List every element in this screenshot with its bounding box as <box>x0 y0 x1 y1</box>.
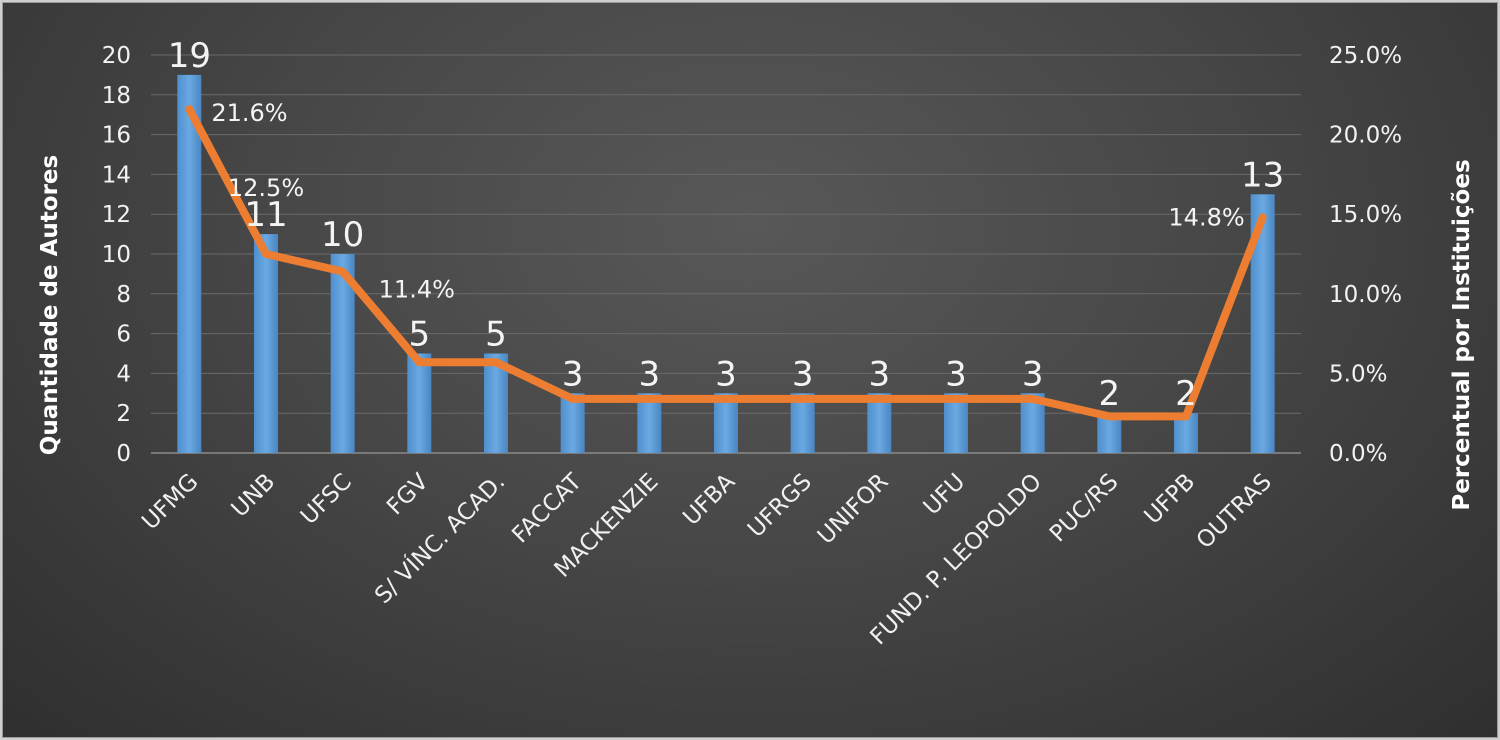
bar <box>560 393 585 453</box>
x-tick-label: S/ VÍNC. ACAD. <box>369 467 511 609</box>
x-tick-label: UFPB <box>1140 469 1201 530</box>
bar-data-label: 3 <box>869 354 891 394</box>
y-tick-label-left: 6 <box>116 322 131 348</box>
bar-data-label: 3 <box>715 354 737 394</box>
bar-data-label: 10 <box>321 215 364 255</box>
percentage-line <box>185 105 1267 421</box>
bar-data-label: 11 <box>244 195 287 235</box>
x-tick-label: UNIFOR <box>813 469 894 550</box>
bar-data-label: 19 <box>168 36 211 76</box>
bar <box>714 393 738 453</box>
bar-data-label: 3 <box>562 354 584 394</box>
bar-series <box>177 74 1275 454</box>
bar <box>407 353 432 453</box>
data-labels: 19 11 10 5 5 3 3 3 3 3 3 3 2 2 13 21.6% 12.5% 11.4% 14.8% <box>168 36 1285 414</box>
x-tick-label: UFBA <box>678 469 740 531</box>
y-tick-label-right: 5.0% <box>1329 361 1387 387</box>
line-data-label: 21.6% <box>211 99 287 127</box>
x-tick-label: FACCAT <box>507 468 587 548</box>
y-axis-title-right: Percentual por Instituições <box>1449 159 1475 510</box>
y-tick-label-left: 10 <box>102 242 131 268</box>
y-tick-label-left: 0 <box>116 441 131 467</box>
x-tick-label: PUC/RS <box>1045 469 1124 548</box>
bar <box>177 74 202 454</box>
y-tick-label-left: 18 <box>102 83 131 109</box>
x-tick-label: FGV <box>382 469 434 521</box>
y-tick-label-left: 12 <box>102 202 131 228</box>
y-tick-label-right: 15.0% <box>1329 202 1402 228</box>
line-data-label: 12.5% <box>228 174 304 202</box>
x-tick-label: OUTRAS <box>1192 469 1277 554</box>
y-tick-label-left: 20 <box>102 43 131 69</box>
y-tick-label-right: 20.0% <box>1329 123 1402 149</box>
bar <box>944 393 968 453</box>
x-tick-label: UFSC <box>296 469 357 530</box>
y-tick-label-left: 8 <box>116 282 131 308</box>
bar <box>254 234 278 453</box>
y-tick-label-left: 2 <box>116 401 131 427</box>
y-tick-label-left: 14 <box>102 162 131 188</box>
line-data-label: 11.4% <box>379 276 455 304</box>
bar-data-label: 5 <box>485 315 507 355</box>
bar-data-label: 2 <box>1099 374 1121 414</box>
bar-data-label: 3 <box>1022 354 1044 394</box>
bar <box>637 393 662 453</box>
x-tick-label: UFU <box>919 469 971 521</box>
bar-data-label: 3 <box>639 354 661 394</box>
y-tick-label-right: 10.0% <box>1329 282 1402 308</box>
axes: 0 2 4 6 8 10 12 14 16 18 20 0.0% 5.0% 10.0% 15.0% 20.0%… <box>102 43 1402 650</box>
y-tick-label-right: 0.0% <box>1329 441 1387 467</box>
x-tick-label: UNB <box>227 469 281 523</box>
x-tick-label: UFMG <box>137 469 203 535</box>
bar-data-label: 3 <box>945 354 967 394</box>
bar-data-label: 2 <box>1175 374 1197 414</box>
bar <box>867 393 892 453</box>
y-tick-label-left: 16 <box>102 123 131 149</box>
line-data-label: 14.8% <box>1168 203 1244 231</box>
bar-data-label: 3 <box>792 354 814 394</box>
y-tick-label-right: 25.0% <box>1329 43 1402 69</box>
y-axis-title-left: Quantidade de Autores <box>37 155 63 455</box>
bar-data-label: 5 <box>409 315 431 355</box>
y-tick-label-left: 4 <box>116 361 131 387</box>
line-series <box>185 105 1267 421</box>
x-tick-label: UFRGS <box>743 469 817 543</box>
bar <box>790 393 815 453</box>
bar-data-label: 13 <box>1241 155 1284 195</box>
